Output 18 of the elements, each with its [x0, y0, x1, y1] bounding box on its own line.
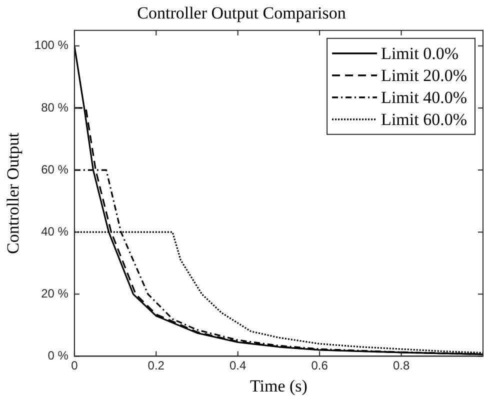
legend-label: Limit 20.0% — [381, 66, 468, 85]
legend-label: Limit 60.0% — [381, 110, 468, 129]
x-tick-label: 0.2 — [148, 358, 165, 373]
x-tick-label: 0.8 — [392, 358, 410, 373]
y-tick-label: 40 % — [41, 224, 69, 238]
y-tick-label: 0 % — [48, 348, 69, 363]
y-tick-label: 80 % — [41, 100, 69, 114]
y-tick-label: 20 % — [41, 286, 69, 300]
legend-label: Limit 0.0% — [381, 44, 459, 63]
x-tick-label: 0.6 — [311, 358, 328, 373]
x-axis-title: Time (s) — [250, 376, 308, 396]
chart-title: Controller Output Comparison — [137, 4, 346, 23]
y-axis-title: Controller Output — [4, 132, 23, 254]
x-tick-label: 0.4 — [230, 358, 247, 373]
x-tick-label: 0 — [71, 358, 78, 373]
legend-label: Limit 40.0% — [381, 88, 468, 107]
y-tick-label: 100 % — [34, 38, 69, 52]
y-tick-label: 60 % — [41, 162, 69, 176]
